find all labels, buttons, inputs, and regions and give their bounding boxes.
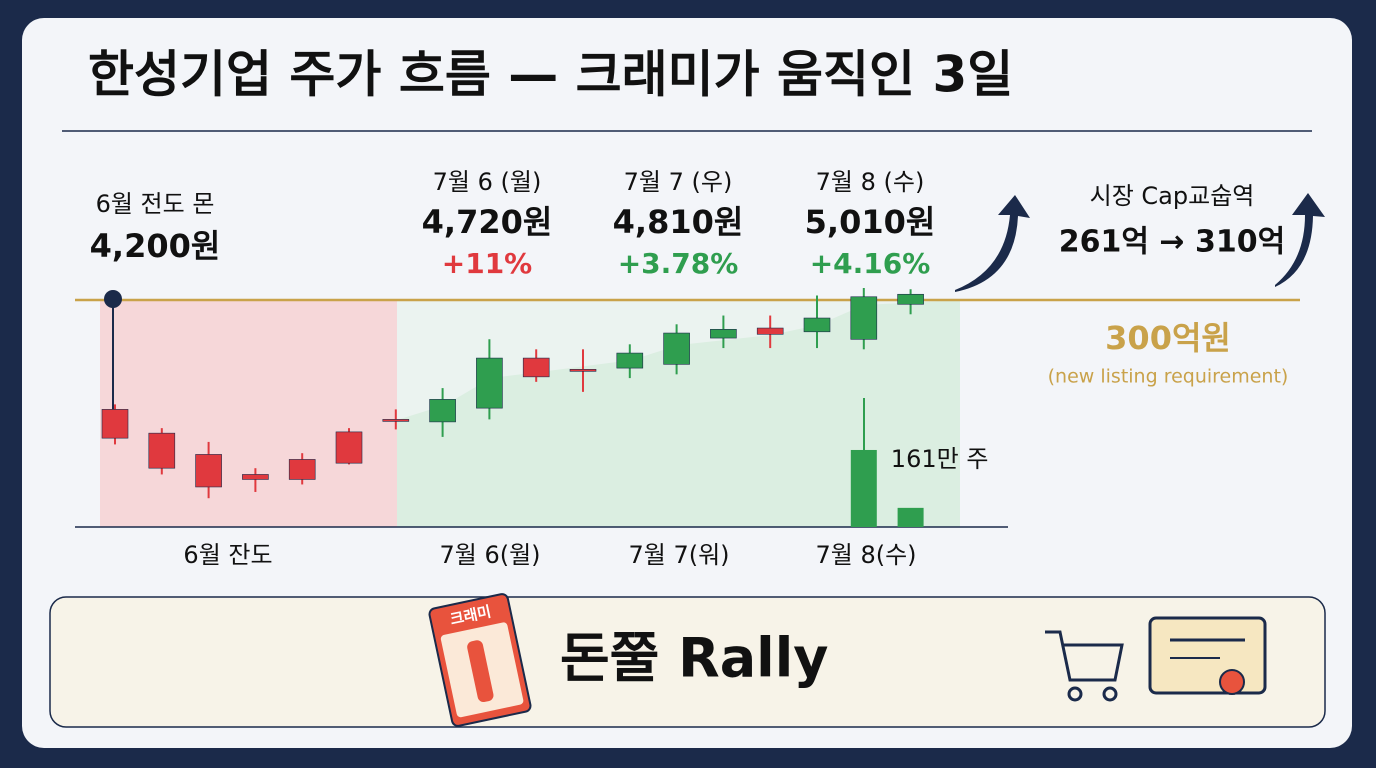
cart-icon (1045, 630, 1124, 702)
candle-body (148, 432, 176, 469)
cart-frame (1045, 630, 1124, 682)
reference-note: (new listing requirement) (1048, 366, 1289, 388)
start-dot (104, 290, 122, 308)
annotation-price: 4,720원 (422, 203, 553, 241)
candle-body (335, 431, 363, 464)
x-period-label: 7월 7(워) (628, 541, 729, 569)
x-period-label: 7월 6(월) (439, 541, 540, 569)
cart-wheel (1067, 686, 1083, 702)
candle-body (522, 357, 550, 378)
certificate (1148, 616, 1267, 695)
candle-body (710, 328, 737, 339)
annotation-price: 4,200원 (90, 227, 221, 265)
certificate-icon (1148, 616, 1267, 695)
june-region (100, 300, 397, 527)
chart-background (100, 300, 960, 527)
annotation-date: 7월 7 (우) (624, 168, 733, 196)
candle-body (663, 332, 690, 365)
annotation-date: 7월 6 (월) (433, 168, 542, 196)
volume-bar (850, 449, 877, 527)
banner-title: 돈쭐 Rally (560, 627, 828, 690)
candle-body (429, 399, 456, 423)
annotation-change: +3.78% (618, 247, 739, 280)
annotation-price: 4,810원 (613, 203, 744, 241)
annotation-price: 5,010원 (805, 203, 936, 241)
candle-body (195, 454, 222, 488)
candle-body (803, 317, 831, 333)
title: 한성기업 주가 흐름 — 크래미가 움직인 3일 (88, 46, 1013, 104)
market-cap-text: 261억 → 310억 (1059, 225, 1285, 260)
volume-label: 161만 주 (891, 445, 989, 473)
volume-bar (897, 507, 924, 527)
up-arrow (1275, 193, 1325, 287)
candle-body (756, 327, 784, 335)
candle-body (897, 293, 924, 305)
x-period-label: 7월 8(수) (815, 541, 916, 569)
reference-label: 300억원 (1105, 319, 1231, 357)
candle-body (288, 459, 316, 480)
up-arrow (955, 195, 1030, 292)
product-pack: 크래미 (428, 593, 532, 727)
candle-body (476, 357, 503, 409)
seal (1219, 669, 1245, 695)
annotation-date: 7월 8 (수) (816, 168, 925, 196)
candle-body (850, 296, 878, 340)
banner: 크래미 돈쭐 Rally (49, 593, 1326, 728)
market-cap-label: 시장 Cap교숩역 (1090, 182, 1255, 210)
crab-stick (467, 640, 494, 703)
annotation-date: 6월 전도 몬 (96, 190, 215, 218)
candle-body (569, 369, 597, 372)
candle-body (242, 474, 269, 480)
annotation-change: +11% (442, 247, 532, 280)
cart-wheel (1102, 686, 1118, 702)
banner-box (49, 596, 1326, 728)
candle-body (616, 352, 644, 369)
candle-body (382, 419, 410, 422)
x-period-label: 6월 잔도 (183, 541, 272, 569)
annotation-change: +4.16% (810, 247, 931, 280)
candle-body (101, 409, 129, 439)
